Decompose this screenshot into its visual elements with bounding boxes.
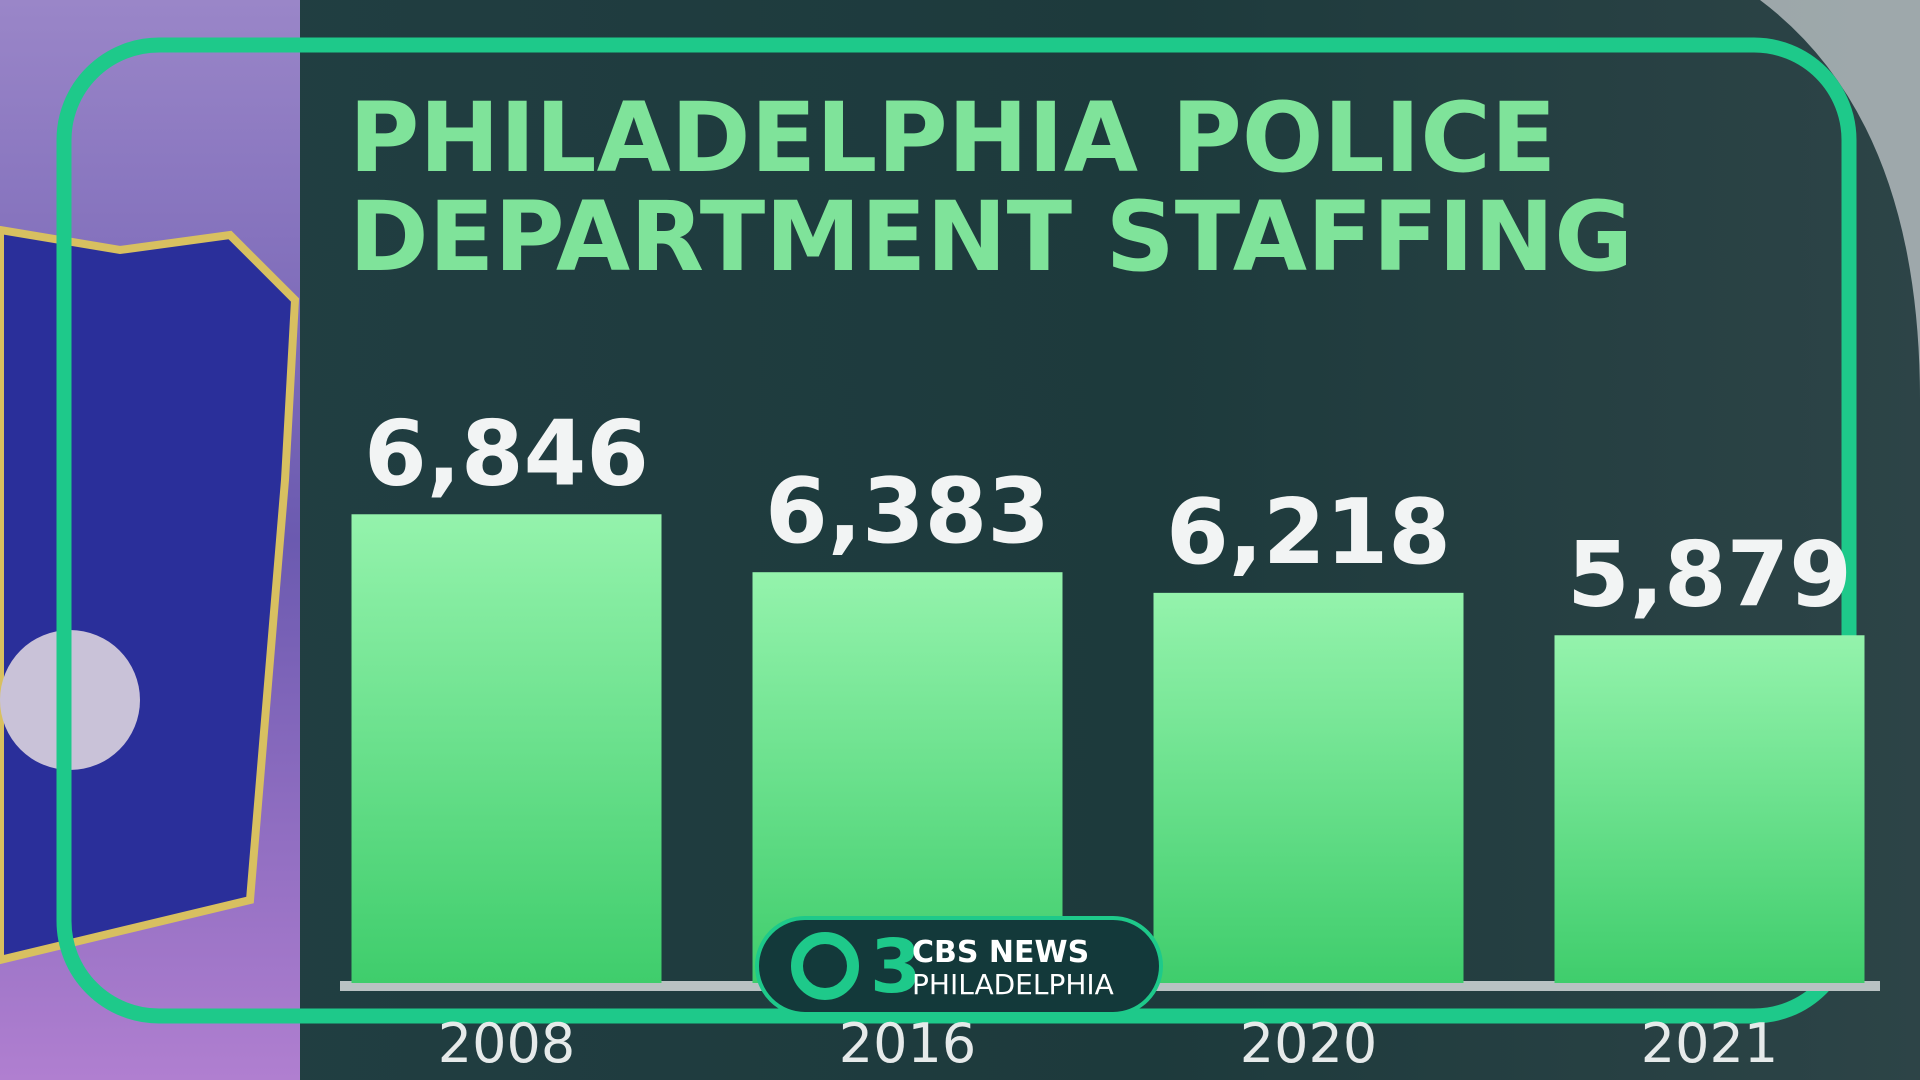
bar [1153,592,1464,983]
bars: 6,846 2008 6,383 2016 6,218 2020 5,879 2021 [351,401,1865,1075]
bar [1554,635,1865,983]
x-tick-label: 2016 [839,1012,976,1075]
bar [351,514,662,983]
x-tick-label: 2021 [1641,1012,1778,1075]
chart-title: DEPARTMENT STAFFING [349,181,1633,293]
x-tick-label: 2020 [1240,1012,1377,1075]
logo: 3 CBS NEWS PHILADELPHIA [755,916,1163,1016]
value-label: 6,218 [1166,480,1451,585]
logo-network: CBS NEWS [912,935,1089,970]
value-label: 5,879 [1567,522,1852,627]
badge [0,225,300,965]
value-label: 6,846 [364,401,649,506]
logo-channel: 3 [870,924,922,1010]
logo-pill [755,916,1163,1016]
value-label: 6,383 [765,459,1050,564]
decor [1760,0,1920,400]
bar [752,572,1063,983]
chart-title: PHILADELPHIA POLICE [349,82,1556,194]
logo-eye [791,932,859,1000]
x-tick-label: 2008 [438,1012,575,1075]
logo-market: PHILADELPHIA [912,968,1114,1001]
